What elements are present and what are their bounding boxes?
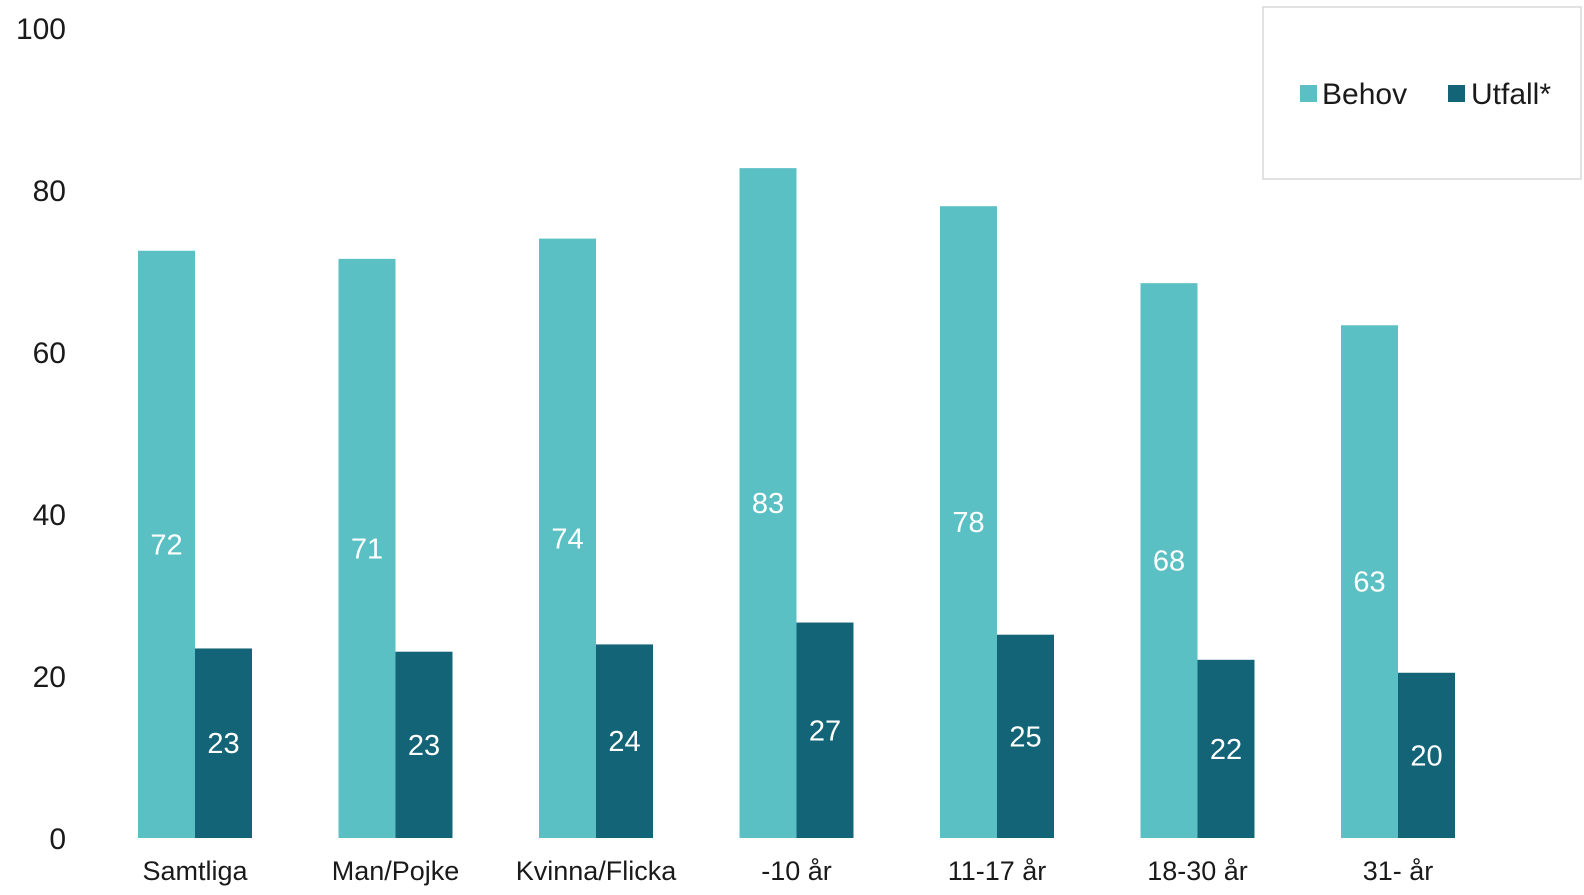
x-tick-label: Man/Pojke: [332, 856, 460, 886]
data-label-utfall: 27: [809, 715, 841, 747]
data-label-behov: 68: [1153, 546, 1185, 578]
legend-swatch-behov: [1300, 85, 1317, 102]
data-label-behov: 71: [351, 533, 383, 565]
legend-label-behov: Behov: [1322, 78, 1407, 111]
data-label-behov: 74: [551, 523, 583, 555]
bars: [138, 168, 1455, 839]
bar-behov: [1341, 325, 1398, 838]
bar-utfall: [1398, 672, 1455, 838]
legend-label-utfall: Utfall*: [1471, 78, 1551, 111]
y-tick-label: 40: [33, 499, 66, 532]
y-axis: 0 20 40 60 80 100: [16, 13, 66, 856]
bar-behov: [1140, 283, 1198, 838]
data-label-behov: 78: [952, 507, 984, 539]
legend: Behov Utfall*: [1262, 6, 1582, 180]
data-label-behov: 72: [150, 529, 182, 561]
x-tick-label: -10 år: [761, 856, 832, 886]
bar-behov: [539, 238, 596, 839]
y-tick-label: 0: [49, 823, 66, 856]
bar-utfall: [796, 622, 854, 838]
data-label-utfall: 20: [1410, 740, 1442, 772]
legend-swatch-utfall: [1448, 85, 1465, 102]
bar-behov: [338, 258, 396, 839]
x-tick-label: 18-30 år: [1147, 856, 1248, 886]
data-label-utfall: 22: [1210, 734, 1242, 766]
data-label-behov: 83: [752, 488, 784, 520]
x-tick-label: 31- år: [1363, 856, 1434, 886]
x-tick-label: 11-17 år: [948, 856, 1047, 886]
bar-utfall: [1197, 659, 1255, 838]
data-label-utfall: 24: [608, 726, 640, 758]
bar-utfall: [395, 651, 453, 838]
data-labels: 72 23 71 23 74 24 83 27 78 25 68 22 63 20: [150, 488, 1442, 772]
bar-behov: [739, 168, 797, 838]
y-tick-label: 80: [33, 175, 66, 208]
data-label-behov: 63: [1353, 567, 1385, 599]
y-tick-label: 20: [33, 661, 66, 694]
y-tick-label: 60: [33, 337, 66, 370]
bar-behov: [940, 206, 997, 838]
y-tick-label: 100: [16, 13, 66, 46]
bar-behov: [138, 250, 195, 838]
x-tick-label: Kvinna/Flicka: [516, 856, 678, 886]
bar-utfall: [195, 648, 252, 838]
x-tick-label: Samtliga: [142, 856, 248, 886]
data-label-utfall: 25: [1009, 721, 1041, 753]
bar-utfall: [997, 634, 1054, 838]
data-label-utfall: 23: [408, 730, 440, 762]
x-axis: Samtliga Man/Pojke Kvinna/Flicka -10 år 11-1…: [142, 856, 1433, 886]
bar-utfall: [596, 644, 653, 838]
data-label-utfall: 23: [207, 728, 239, 760]
